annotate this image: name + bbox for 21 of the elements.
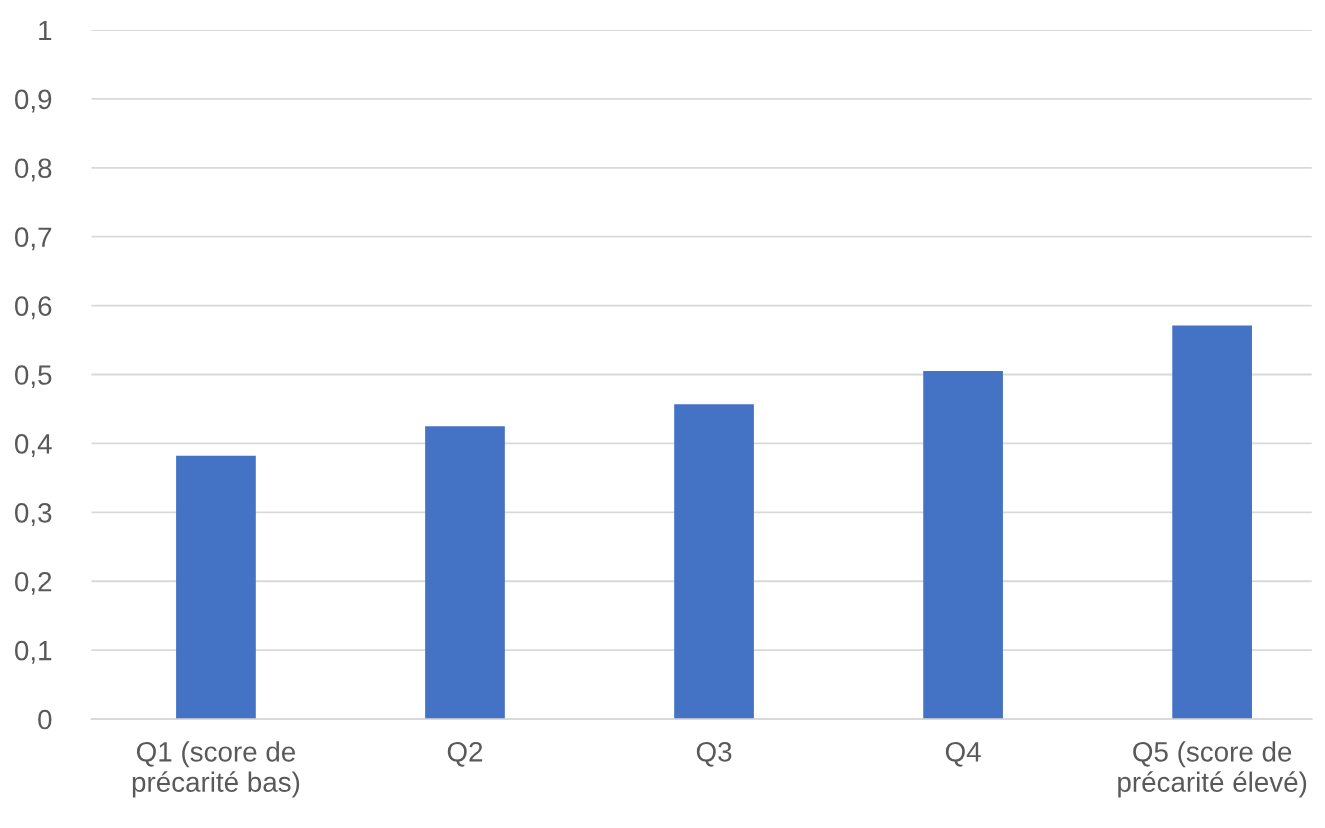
y-tick-label: 0,7	[15, 227, 52, 251]
bar	[923, 371, 1003, 720]
y-tick-label: 0,8	[15, 158, 52, 182]
y-tick-label: 0,6	[15, 296, 52, 320]
y-tick-label: 0,9	[15, 89, 52, 113]
x-tick-label: Q5 (score de précarité élevé)	[1118, 741, 1307, 798]
x-tick-label: Q4	[945, 741, 981, 767]
y-tick-label: 0,4	[15, 434, 52, 458]
y-tick-label: 0,1	[15, 640, 52, 664]
bar	[176, 455, 256, 720]
bar	[425, 426, 505, 720]
x-tick-label: Q3	[696, 741, 732, 767]
bar	[1172, 325, 1252, 720]
x-tick-label: Q1 (score de précarité bas)	[132, 741, 300, 798]
bar	[674, 404, 754, 720]
x-tick-label: Q2	[447, 741, 483, 767]
y-tick-label: 0,5	[15, 365, 52, 389]
y-tick-label: 0,3	[15, 502, 52, 526]
y-tick-label: 0,2	[15, 571, 52, 595]
y-tick-label: 1	[39, 20, 52, 41]
y-tick-label: 0	[38, 709, 52, 730]
